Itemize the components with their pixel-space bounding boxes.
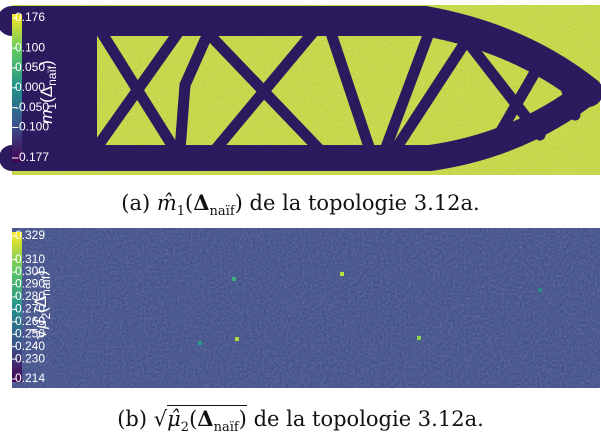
caption-symbol: μ̂	[167, 407, 181, 431]
colorbar-tick-label: 0.050	[15, 60, 45, 74]
heatmap-a	[0, 5, 601, 175]
caption-paren: )	[238, 407, 247, 431]
heatmap-b	[12, 228, 600, 388]
colorbar-tick-label: 0.100	[15, 40, 45, 54]
colorbar-tick-label: 0.240	[15, 339, 45, 353]
colorbar-tick-label: 0.290	[15, 277, 45, 291]
colorbar-tick-label: 0.176	[15, 10, 45, 24]
caption-paren: (	[185, 191, 194, 215]
colorbar-tick-label: 0.000	[15, 80, 45, 94]
caption-text: de la topologie 3.12a.	[249, 191, 480, 215]
caption-index: 1	[176, 204, 186, 220]
colorbar-tick-label: 0.280	[15, 289, 45, 303]
colorbar-tick-label: 0.230	[15, 351, 45, 365]
colorbar-tick-label: 0.214	[15, 371, 45, 385]
colorbar-tick-label: 0.270	[15, 302, 45, 316]
colorbar-tick-label: 0.329	[15, 228, 45, 242]
colorbar-tick-label: 0.260	[15, 314, 45, 328]
caption-delta: Δ	[197, 406, 214, 431]
colorbar-tick-label: 0.250	[15, 326, 45, 340]
colorbar-tick-label: -0.050	[15, 100, 49, 114]
caption-text: de la topologie 3.12a.	[253, 407, 484, 431]
caption-paren: (	[189, 407, 198, 431]
caption-radical: √	[153, 407, 168, 431]
caption-radicand: μ̂2(Δnaïf)	[167, 405, 247, 435]
caption-index: 2	[180, 420, 190, 436]
caption-label: (b)	[117, 407, 148, 431]
caption-sub: naïf	[209, 204, 235, 220]
caption-symbol: m̂	[156, 191, 177, 215]
caption-label: (a)	[121, 191, 151, 215]
colorbar-tick-label: 0.310	[15, 252, 45, 266]
colorbar-title: √μ̂2(Δnaïf)	[29, 270, 53, 340]
colorbar-tick-label: -0.177	[15, 150, 49, 164]
colorbar-title: m1(Δnaïf)	[37, 60, 59, 124]
caption: (b) √μ̂2(Δnaïf) de la topologie 3.12a.	[0, 405, 601, 435]
caption: (a) m̂1(Δnaïf) de la topologie 3.12a.	[0, 190, 601, 219]
caption-sub: naïf	[213, 420, 239, 436]
caption-paren: )	[234, 191, 243, 215]
colorbar-tick-label: 0.300	[15, 264, 45, 278]
colorbar-tick-label: -0.100	[15, 120, 49, 134]
caption-delta: Δ	[193, 190, 210, 215]
